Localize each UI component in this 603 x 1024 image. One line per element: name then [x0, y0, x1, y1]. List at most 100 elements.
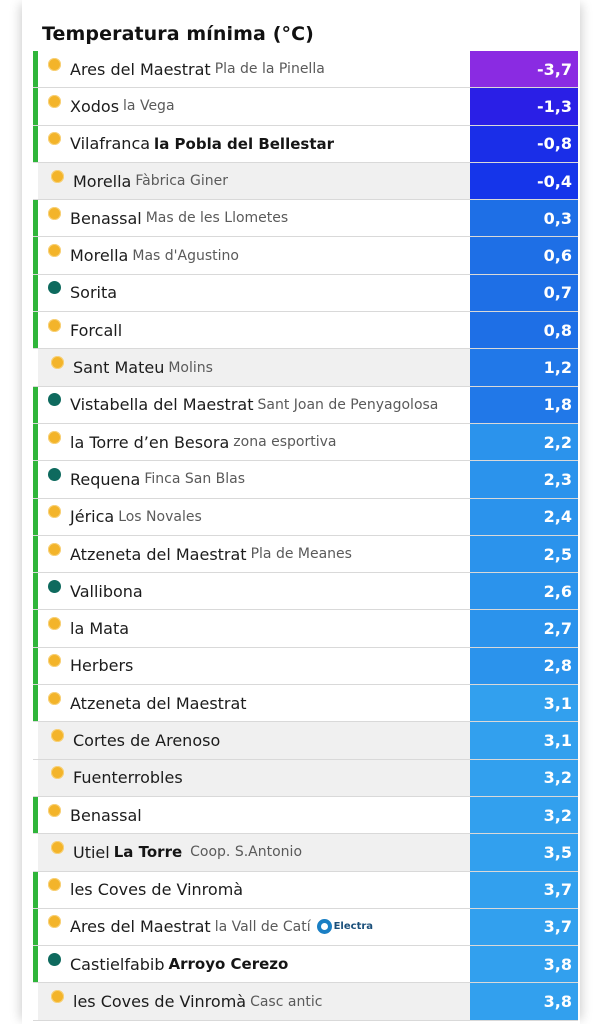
row-accent-bar: [33, 274, 38, 312]
station-icon: [48, 579, 61, 593]
table-row: Ares del Maestrat la Vall de Catí Electra 3…: [33, 908, 578, 947]
station-location: Vilafranca: [70, 134, 151, 154]
sun-icon: [51, 990, 64, 1004]
row-accent-bar: [33, 125, 38, 162]
station-name-cell: Cortes de Arenoso: [38, 722, 470, 759]
row-accent-bar: [33, 312, 38, 349]
table-row: Sant Mateu Molins 1,2: [33, 349, 578, 387]
table-row: Atzeneta del Maestrat 3,1: [33, 685, 578, 723]
temperature-value: -3,7: [470, 51, 578, 88]
station-location: Forcall: [70, 320, 123, 340]
station-sublocation: Pla de la Pinella: [214, 61, 325, 78]
table-row: Atzeneta del Maestrat Pla de Meanes 2,5: [33, 535, 578, 574]
station-sublocation: Finca San Blas: [144, 471, 246, 488]
station-location: Herbers: [70, 656, 134, 676]
temperature-value: 2,2: [470, 423, 578, 461]
station-location: Ares del Maestrat: [70, 917, 211, 937]
station-name-cell: Requena Finca San Blas: [38, 461, 470, 498]
station-sublocation: Molins: [168, 359, 213, 376]
sun-icon: [48, 244, 61, 258]
temperature-value: 2,3: [470, 461, 578, 498]
temperature-value: 3,5: [470, 834, 578, 871]
station-name-cell: Vilafranca la Pobla del Bellestar: [38, 125, 470, 162]
sun-icon: [51, 840, 64, 854]
table-row: Morella Fàbrica Giner -0,4: [33, 162, 578, 201]
station-sublocation: la Vega: [123, 98, 175, 115]
station-name-cell: Atzeneta del Maestrat Pla de Meanes: [38, 535, 470, 573]
station-name-cell: Sorita: [38, 274, 470, 312]
station-name-cell: Atzeneta del Maestrat: [38, 685, 470, 722]
sun-icon: [48, 94, 61, 108]
station-name-cell: Sant Mateu Molins: [38, 349, 470, 386]
station-location: la Mata: [70, 619, 130, 639]
sun-icon: [51, 356, 64, 370]
table-row: Xodos la Vega -1,3: [33, 88, 578, 126]
sun-icon: [48, 617, 61, 631]
sun-icon: [48, 318, 61, 332]
temperature-value: 3,2: [470, 759, 578, 796]
temperature-value: 2,7: [470, 610, 578, 647]
station-sponsor: Coop. S.Antonio: [190, 844, 303, 861]
row-accent-bar: [33, 51, 38, 88]
row-accent-bar: [33, 200, 38, 237]
sun-icon: [48, 206, 61, 220]
row-accent-bar: [33, 573, 38, 610]
station-name-cell: Castielfabib Arroyo Cerezo: [38, 946, 470, 983]
row-accent-bar: [33, 685, 38, 722]
station-location: Jérica: [70, 507, 115, 527]
row-accent-bar: [33, 88, 38, 125]
row-accent-bar: [33, 946, 38, 983]
row-accent-bar: [33, 386, 38, 423]
station-sublocation: Los Novales: [118, 508, 202, 525]
page-title: Temperatura mínima (°C): [42, 23, 314, 45]
station-location: Benassal: [70, 805, 142, 825]
row-accent-bar: [33, 908, 38, 946]
station-name-cell: Fuenterrobles: [38, 759, 470, 796]
table-row: Vilafranca la Pobla del Bellestar -0,8: [33, 125, 578, 163]
station-name-cell: Vistabella del Maestrat Sant Joan de Peny…: [38, 386, 470, 423]
station-location: la Torre d’en Besora: [70, 432, 230, 452]
temperature-table: Ares del Maestrat Pla de la Pinella -3,7 Xo…: [33, 51, 578, 1021]
station-location: Castielfabib: [70, 954, 165, 974]
row-accent-bar: [33, 535, 38, 573]
sun-icon: [51, 169, 64, 183]
station-location: Benassal: [70, 208, 142, 228]
row-accent-bar: [33, 871, 38, 908]
temperature-value: 3,8: [470, 946, 578, 983]
station-location: Vallibona: [70, 581, 143, 601]
station-name-cell: la Mata: [38, 610, 470, 647]
table-row: Requena Finca San Blas 2,3: [33, 461, 578, 499]
sun-icon: [51, 728, 64, 742]
station-name-cell: Morella Fàbrica Giner: [38, 162, 470, 200]
temperature-value: 3,1: [470, 722, 578, 759]
temperature-value: 3,8: [470, 983, 578, 1020]
station-sublocation: Pla de Meanes: [250, 546, 352, 562]
temperature-value: 2,6: [470, 573, 578, 610]
table-row: Jérica Los Novales 2,4: [33, 498, 578, 536]
table-row: Morella Mas d'Agustino 0,6: [33, 237, 578, 275]
station-location: Atzeneta del Maestrat: [70, 544, 247, 564]
station-location: Sorita: [70, 283, 118, 303]
station-name-cell: Benassal Mas de les Llometes: [38, 200, 470, 237]
station-icon: [48, 281, 61, 295]
station-name-cell: Benassal: [38, 796, 470, 834]
station-sublocation: Mas d'Agustino: [132, 247, 239, 264]
temperature-value: 3,7: [470, 871, 578, 908]
station-name-cell: les Coves de Vinromà Casc antic: [38, 983, 470, 1020]
station-icon: [48, 467, 61, 481]
station-name-cell: Forcall: [38, 312, 470, 349]
row-accent-bar: [33, 796, 38, 834]
station-icon: [48, 393, 61, 407]
sponsor-logo: Electra: [316, 919, 373, 935]
table-row: les Coves de Vinromà 3,7: [33, 871, 578, 909]
sun-icon: [48, 542, 61, 556]
station-location: Requena: [70, 469, 141, 489]
table-row: la Torre d’en Besora zona esportiva 2,2: [33, 423, 578, 462]
station-location: Vistabella del Maestrat: [70, 395, 254, 415]
temperature-value: 3,2: [470, 796, 578, 834]
station-sublocation: Sant Joan de Penyagolosa: [257, 396, 439, 413]
station-sublocation: Mas de les Llometes: [145, 210, 289, 227]
table-row: la Mata 2,7: [33, 610, 578, 648]
electra-logo-icon: [316, 919, 332, 935]
row-accent-bar: [33, 610, 38, 647]
